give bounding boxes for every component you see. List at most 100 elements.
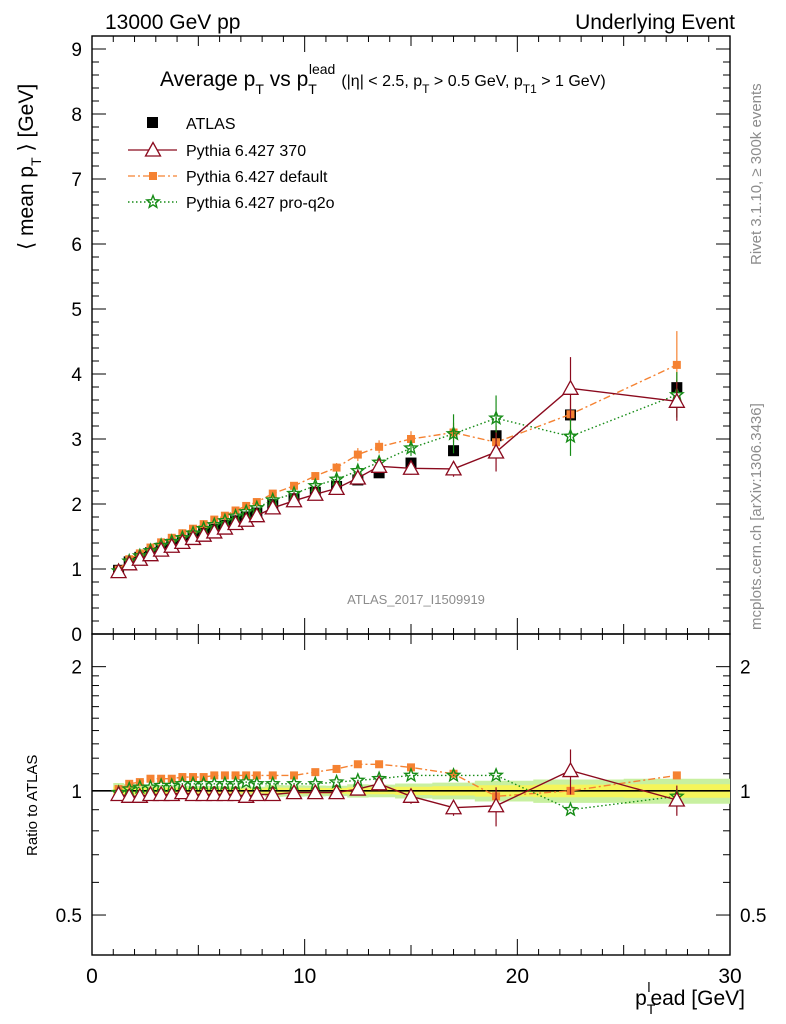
point-p370 [195,785,213,802]
y-tick-label-main: 6 [71,235,82,256]
point-default [146,774,155,783]
y-tick-label-main: 2 [71,495,82,516]
point-p370 [141,785,160,802]
analysis-id: ATLAS_2017_I1509919 [347,592,485,607]
legend-label-default: Pythia 6.427 default [186,169,328,186]
legend-entry-atlas: ATLAS [147,116,236,133]
y-tick-label-ratio: 0.5 [56,906,82,927]
point-proq2o [488,409,505,426]
plot-title-cuts: (|η| < 2.5, p [341,73,422,90]
point-p370 [668,791,686,807]
y-tick-label-ratio-right: 2 [740,658,751,679]
point-default [332,764,341,773]
point-p370 [444,798,463,815]
point-default [199,520,208,529]
y-tick-label-main: 1 [71,560,82,581]
x-axis-label-sub: T [647,1001,656,1017]
y-tick-label-main: 5 [71,300,82,321]
y-axis-label-main-rest: ⟩ [GeV] [15,84,38,158]
point-p370 [668,392,686,408]
legend-marker-default [149,172,157,180]
point-proq2o [445,766,462,783]
point-p370 [306,783,324,800]
main-series-group [109,331,686,579]
point-default [672,771,681,780]
point-p370 [327,783,346,800]
point-proq2o [562,427,579,444]
x-axis-label-rest: ead [GeV] [650,987,745,1010]
line-p370 [118,387,677,573]
header-right: Underlying Event [575,11,735,34]
y-tick-label-main: 0 [71,625,82,646]
point-p370 [561,379,580,395]
point-default [311,768,320,777]
point-p370 [370,457,388,473]
point-p370 [248,506,266,523]
point-p370 [285,491,303,508]
point-p370 [402,787,420,803]
point-p370 [226,785,245,802]
rivet-label: Rivet 3.1.10, ≥ 300k events [748,83,765,265]
point-default [311,472,320,481]
series-atlas [113,379,683,576]
y-axis-label-main-sub: T [28,157,44,166]
point-p370 [561,761,580,778]
point-p370 [487,796,505,813]
line-proq2o [118,394,678,572]
series-proq2o [110,372,685,578]
point-p370 [120,787,138,803]
point-proq2o [402,766,420,783]
x-tick-label: 10 [293,965,316,988]
legend-marker-proq2o [144,193,162,209]
legend-label-atlas: ATLAS [186,116,236,133]
series-p370 [109,357,686,579]
y-axis-label-main-text: ⟨ mean p [15,166,38,250]
plot-title-cuts-mid: > 0.5 GeV, p [429,73,522,90]
y-tick-label-main: 3 [71,430,82,451]
mcplots-label: mcplots.cern.ch [arXiv:1306.3436] [748,403,765,630]
point-default [353,450,362,459]
plot-title-main: Average p [160,68,255,91]
point-p370 [109,562,128,579]
point-default [407,435,415,443]
point-p370 [370,774,388,791]
legend: ATLAS Pythia 6.427 370 Pythia 6.427 defa… [128,116,335,212]
plot-title-vs-sub: T [308,81,317,97]
point-default [375,760,384,769]
point-p370 [109,785,128,802]
point-proq2o [488,766,505,783]
plot-title-cuts-sub2: T1 [523,82,537,96]
point-p370 [285,783,303,800]
ratio-series-group [109,749,686,827]
legend-entry-p370: Pythia 6.427 370 [128,141,306,160]
line-proq2o [118,774,677,811]
y-tick-label-ratio-right: 0.5 [740,906,766,927]
x-tick-label: 0 [86,965,98,988]
y-axis-label-main: ⟨ mean pT ⟩ [GeV] [15,84,44,250]
point-default [189,524,198,533]
y-tick-label-main: 4 [71,365,82,386]
point-p370 [327,479,346,496]
plot-title-vs-sup: lead [309,61,335,77]
point-default [672,360,681,369]
series-p370 [109,749,686,827]
point-p370 [184,785,202,802]
point-p370 [264,499,282,515]
x-tick-label: 20 [506,965,529,988]
legend-entry-proq2o: Pythia 6.427 pro-q2o [128,193,335,212]
point-p370 [349,780,367,796]
point-p370 [152,785,170,802]
x-axis-label-p: p [635,987,647,1010]
plot-title-cuts-end: > 1 GeV) [537,73,606,90]
plot-title-main-sub: T [255,81,264,97]
point-proq2o [562,801,579,817]
axis-ticks: 0 10 20 30 0 1 2 3 4 5 6 7 8 9 0.5 0.5 1 1 2 2 [56,36,766,988]
y-tick-label-main: 8 [71,105,82,126]
point-proq2o [445,425,462,441]
legend-marker-atlas [147,117,158,128]
plot-title: Average pT vs pTlead(|η| < 2.5, pT > 0.5… [160,61,606,97]
point-p370 [264,785,282,802]
y-tick-label-ratio: 2 [71,658,82,679]
point-proq2o [402,439,420,455]
